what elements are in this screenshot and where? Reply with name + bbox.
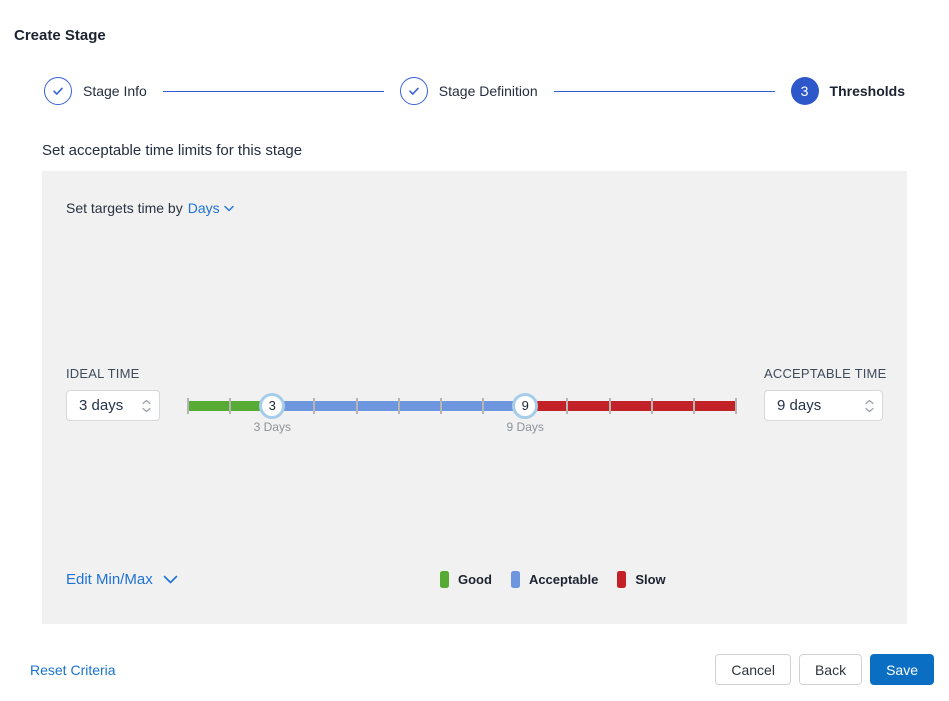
legend-label: Slow xyxy=(635,572,666,587)
chevron-down-icon xyxy=(163,575,178,584)
ideal-handle[interactable]: 3 xyxy=(259,392,286,419)
legend-label: Acceptable xyxy=(528,572,599,587)
page-title: Create Stage xyxy=(14,27,106,44)
set-targets-label: Set targets time by xyxy=(66,200,183,216)
slider-tick xyxy=(397,397,400,414)
save-button[interactable]: Save xyxy=(870,654,934,685)
stepper-arrows-icon[interactable] xyxy=(865,399,874,412)
chevron-down-icon xyxy=(223,205,234,211)
ideal-time-input[interactable] xyxy=(67,391,159,420)
slider-tick xyxy=(313,397,316,414)
slider-tick xyxy=(650,397,653,414)
panel-bottom-row: Edit Min/Max Good Acceptable Slow xyxy=(66,571,883,591)
edit-minmax-label: Edit Min/Max xyxy=(66,571,153,588)
step-label: Stage Definition xyxy=(438,83,538,99)
acceptable-handle[interactable]: 9 xyxy=(512,392,539,419)
step-stage-info[interactable]: Stage Info xyxy=(44,77,147,105)
step-label: Stage Info xyxy=(83,83,147,99)
set-targets-row: Set targets time by Days xyxy=(66,171,883,216)
stepper-arrows-icon[interactable] xyxy=(142,399,151,412)
acceptable-time-input[interactable] xyxy=(765,391,882,420)
stepper: Stage Info Stage Definition 3 Thresholds xyxy=(44,77,905,105)
slider-tick xyxy=(735,397,737,414)
legend-label: Good xyxy=(458,572,492,587)
legend-item-acceptable: Acceptable xyxy=(510,571,599,588)
acceptable-time-input-box xyxy=(764,390,883,421)
legend-item-slow: Slow xyxy=(617,571,666,588)
slider-tick xyxy=(608,397,611,414)
acceptable-time-block: ACCEPTABLE TIME xyxy=(764,366,887,421)
acceptable-swatch xyxy=(510,571,520,588)
time-unit-dropdown[interactable]: Days xyxy=(188,200,234,216)
legend-item-good: Good xyxy=(440,571,492,588)
cancel-button[interactable]: Cancel xyxy=(715,654,791,685)
slider-tick xyxy=(439,397,442,414)
ideal-handle-label: 3 Days xyxy=(253,420,291,434)
step-number-badge: 3 xyxy=(790,77,819,105)
thresholds-panel: Set targets time by Days IDEAL TIME 33 D… xyxy=(42,171,907,624)
ideal-time-label: IDEAL TIME xyxy=(66,366,140,381)
section-heading: Set acceptable time limits for this stag… xyxy=(42,142,303,159)
acceptable-time-label: ACCEPTABLE TIME xyxy=(764,366,887,381)
slider-tick xyxy=(566,397,569,414)
ideal-time-block: IDEAL TIME xyxy=(66,366,160,421)
step-connector xyxy=(553,90,775,92)
check-circle-icon xyxy=(399,77,428,105)
good-swatch xyxy=(440,571,449,588)
slider-tick xyxy=(355,397,358,414)
threshold-row: IDEAL TIME 33 Days 99 Days ACCEPTABLE TIM… xyxy=(66,366,887,434)
slider-tick xyxy=(229,397,232,414)
reset-criteria-link[interactable]: Reset Criteria xyxy=(30,661,116,678)
slider-tick xyxy=(692,397,695,414)
edit-minmax-link[interactable]: Edit Min/Max xyxy=(66,571,178,588)
footer-buttons: Cancel Back Save xyxy=(715,654,934,685)
check-circle-icon xyxy=(44,77,72,105)
segment-slow xyxy=(525,400,736,411)
acceptable-handle-label: 9 Days xyxy=(506,420,544,434)
back-button[interactable]: Back xyxy=(798,654,863,685)
time-unit-value: Days xyxy=(187,200,220,216)
slow-swatch xyxy=(617,571,627,588)
footer: Reset Criteria Cancel Back Save xyxy=(30,654,934,685)
legend: Good Acceptable Slow xyxy=(440,571,685,588)
step-stage-definition[interactable]: Stage Definition xyxy=(399,77,538,105)
step-connector xyxy=(162,90,384,92)
step-thresholds[interactable]: 3 Thresholds xyxy=(790,77,906,105)
step-label: Thresholds xyxy=(829,83,906,99)
slider-tick xyxy=(187,397,189,414)
ideal-time-input-box xyxy=(66,390,160,421)
slider-tick xyxy=(482,397,485,414)
